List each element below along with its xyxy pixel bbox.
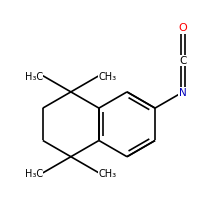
- Text: C: C: [179, 56, 187, 66]
- Text: CH₃: CH₃: [99, 72, 117, 82]
- Text: N: N: [179, 88, 187, 98]
- Text: H₃C: H₃C: [25, 169, 43, 179]
- Text: H₃C: H₃C: [25, 72, 43, 82]
- Text: O: O: [179, 23, 187, 33]
- Text: CH₃: CH₃: [99, 169, 117, 179]
